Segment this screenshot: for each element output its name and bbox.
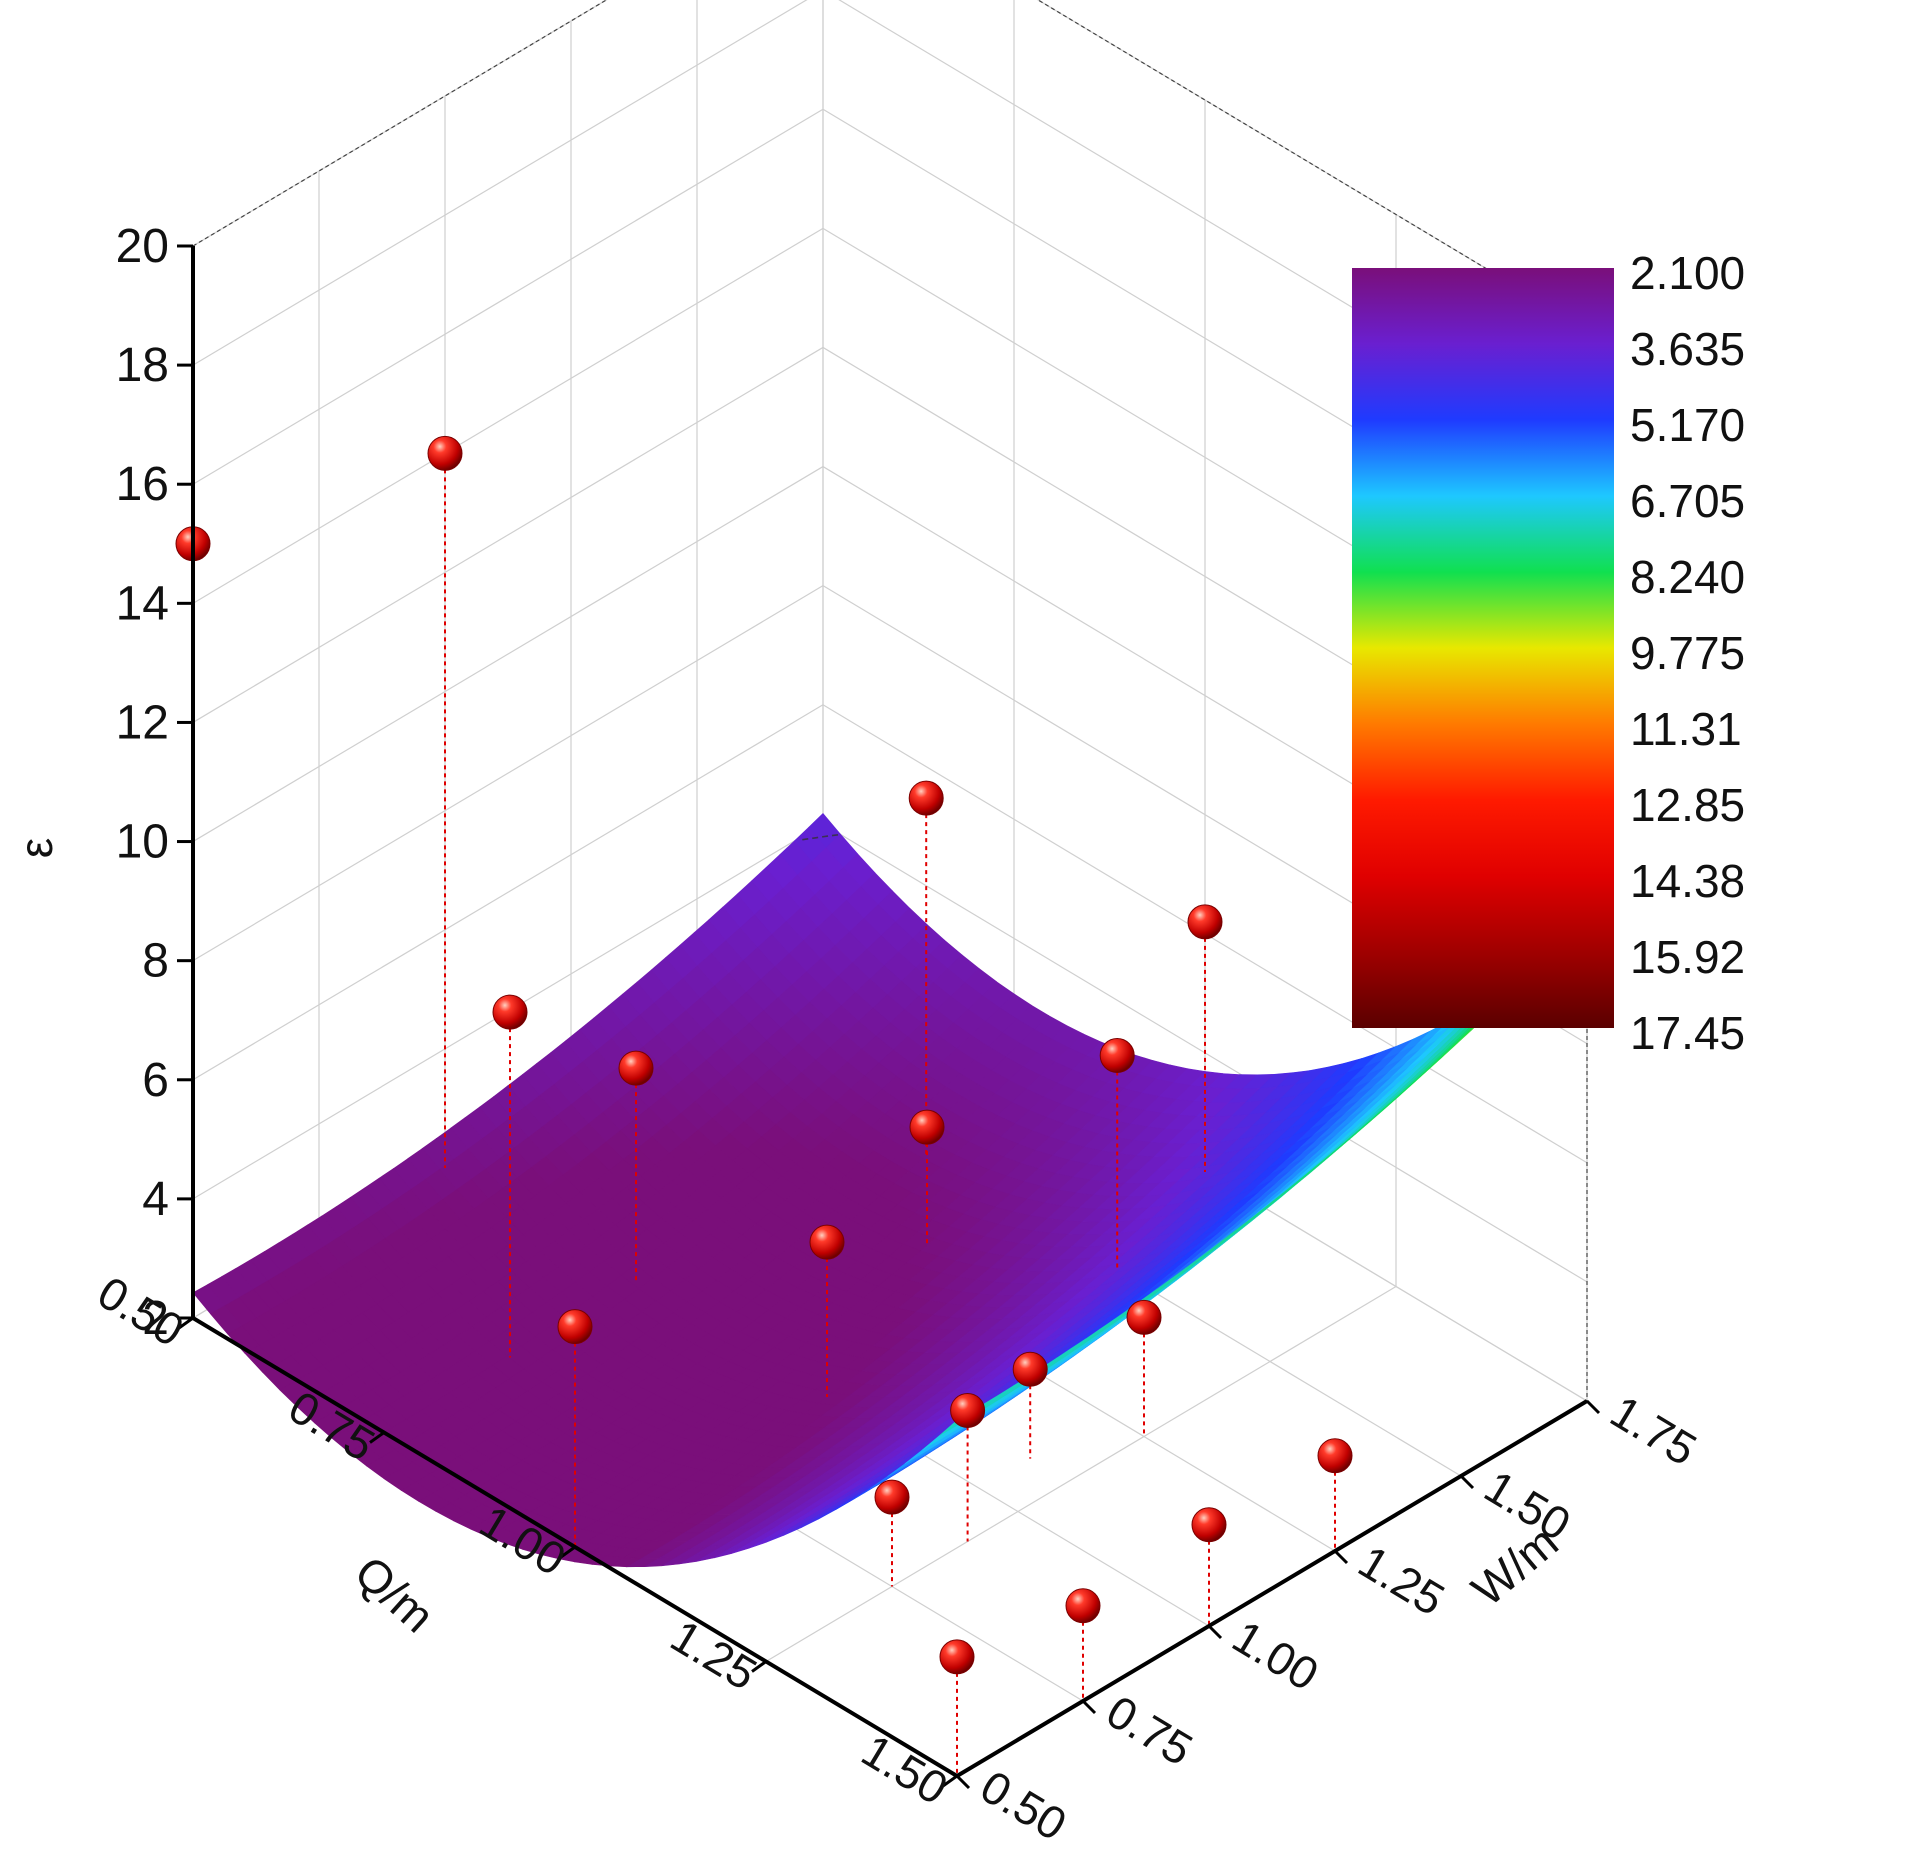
data-point: [809, 1224, 845, 1260]
data-point: [950, 1392, 986, 1428]
floor-grid-line: [765, 1285, 1397, 1663]
data-point: [1012, 1351, 1048, 1387]
colorbar-label: 11.31: [1630, 703, 1742, 755]
colorbar-label: 14.38: [1630, 855, 1745, 907]
data-point: [1099, 1038, 1135, 1073]
y-tick: [1333, 1549, 1349, 1565]
data-point: [618, 1050, 654, 1086]
x-axis-label: Q/m: [345, 1546, 444, 1643]
x-tick: [751, 1660, 767, 1673]
contour-layer: [802, 833, 841, 841]
z-tick-label: 10: [116, 816, 169, 869]
colorbar-gradient: [1352, 268, 1614, 1028]
z-tick-label: 20: [116, 220, 169, 273]
x-tick: [560, 1545, 576, 1559]
y-tick: [1585, 1399, 1601, 1415]
data-point: [908, 780, 944, 816]
wall-grid-line: [192, 0, 808, 366]
contour-line: [802, 833, 841, 841]
data-point: [874, 1479, 910, 1515]
colorbar-label: 17.45: [1630, 1007, 1745, 1059]
colorbar-label: 3.635: [1630, 323, 1745, 375]
points-layer: [175, 435, 1353, 1776]
x-tick: [178, 1316, 194, 1330]
y-tick: [1459, 1474, 1475, 1490]
colorbar-labels: 2.100 3.635 5.170 6.705 8.240 9.775 11.31 12.85…: [1630, 247, 1745, 1059]
wall-grid-line: [192, 227, 824, 604]
data-point: [1317, 1438, 1353, 1474]
data-point: [1187, 904, 1223, 940]
colorbar-label: 15.92: [1630, 931, 1745, 983]
wall-grid-line: [192, 585, 824, 962]
colorbar: 2.100 3.635 5.170 6.705 8.240 9.775 11.31 12.85…: [1352, 247, 1745, 1059]
colorbar-label: 8.240: [1630, 551, 1745, 603]
colorbar-label: 6.705: [1630, 475, 1745, 527]
wall-grid-line: [192, 108, 824, 485]
x-tick-label: 1.50: [853, 1724, 957, 1815]
y-tick: [1081, 1699, 1097, 1715]
colorbar-label: 12.85: [1630, 779, 1745, 831]
wall-grid-line: [192, 0, 608, 247]
y-tick-label: 1.75: [1602, 1385, 1706, 1476]
data-point: [939, 1639, 975, 1675]
surface-layer: [192, 813, 1588, 1568]
z-axis-label: ε: [10, 838, 62, 859]
data-point: [1065, 1588, 1101, 1624]
data-point: [1191, 1507, 1227, 1543]
z-tick-label: 8: [142, 935, 169, 988]
colorbar-label: 9.775: [1630, 627, 1745, 679]
y-tick-label: 1.25: [1350, 1535, 1454, 1626]
z-tick-label: 18: [116, 339, 169, 392]
z-tick-label: 6: [142, 1054, 169, 1107]
wall-grid-line: [192, 704, 824, 1081]
data-point: [427, 435, 463, 471]
y-tick: [1207, 1624, 1223, 1640]
y-axis-line: [955, 1399, 1589, 1778]
data-point: [492, 994, 528, 1030]
box-edge: [192, 0, 608, 247]
y-tick-label: 1.00: [1224, 1610, 1328, 1701]
x-tick-label: 0.50: [89, 1266, 193, 1357]
z-tick-label: 14: [116, 577, 169, 630]
y-tick: [955, 1774, 971, 1790]
colorbar-label: 2.100: [1630, 247, 1745, 299]
wall-grid-line: [192, 346, 824, 723]
z-tick-label: 2: [142, 1292, 169, 1345]
data-point: [557, 1309, 593, 1345]
box-edge: [1037, 0, 1588, 330]
x-tick: [369, 1431, 385, 1444]
x-tick: [942, 1774, 958, 1788]
z-tick-label: 16: [116, 458, 169, 511]
x-tick-label: 1.25: [662, 1609, 766, 1700]
colorbar-label: 5.170: [1630, 399, 1745, 451]
data-point: [1126, 1299, 1162, 1335]
z-tick-label: 12: [116, 696, 169, 749]
wall-grid-line: [192, 466, 824, 843]
z-tick-label: 4: [142, 1173, 169, 1226]
data-point: [909, 1109, 945, 1145]
y-tick-label: 0.75: [1098, 1685, 1202, 1776]
y-tick-label: 0.50: [972, 1760, 1076, 1851]
